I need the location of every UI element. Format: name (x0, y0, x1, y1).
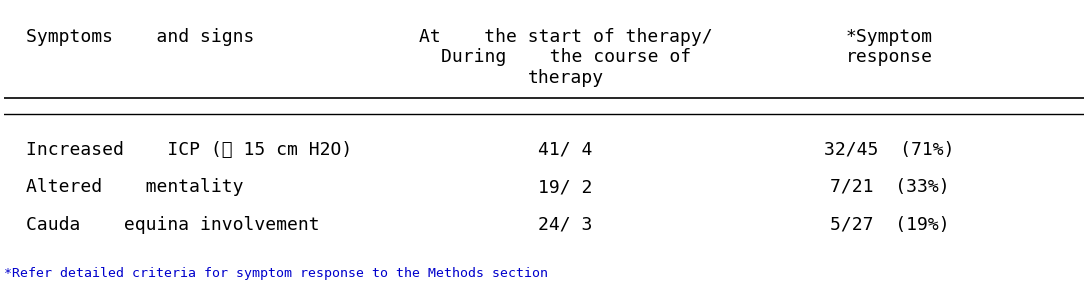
Text: *Symptom
response: *Symptom response (846, 28, 934, 67)
Text: 5/27  (19%): 5/27 (19%) (830, 216, 950, 234)
Text: Altered    mentality: Altered mentality (26, 178, 244, 196)
Text: 32/45  (71%): 32/45 (71%) (825, 141, 955, 158)
Text: 19/ 2: 19/ 2 (539, 178, 593, 196)
Text: Cauda    equina involvement: Cauda equina involvement (26, 216, 320, 234)
Text: At    the start of therapy/
During    the course of
therapy: At the start of therapy/ During the cour… (419, 28, 713, 87)
Text: Symptoms    and signs: Symptoms and signs (26, 28, 255, 46)
Text: Increased    ICP (〉 15 cm H2O): Increased ICP (〉 15 cm H2O) (26, 141, 353, 158)
Text: 41/ 4: 41/ 4 (539, 141, 593, 158)
Text: 24/ 3: 24/ 3 (539, 216, 593, 234)
Text: 7/21  (33%): 7/21 (33%) (830, 178, 950, 196)
Text: *Refer detailed criteria for symptom response to the Methods section: *Refer detailed criteria for symptom res… (4, 267, 548, 280)
